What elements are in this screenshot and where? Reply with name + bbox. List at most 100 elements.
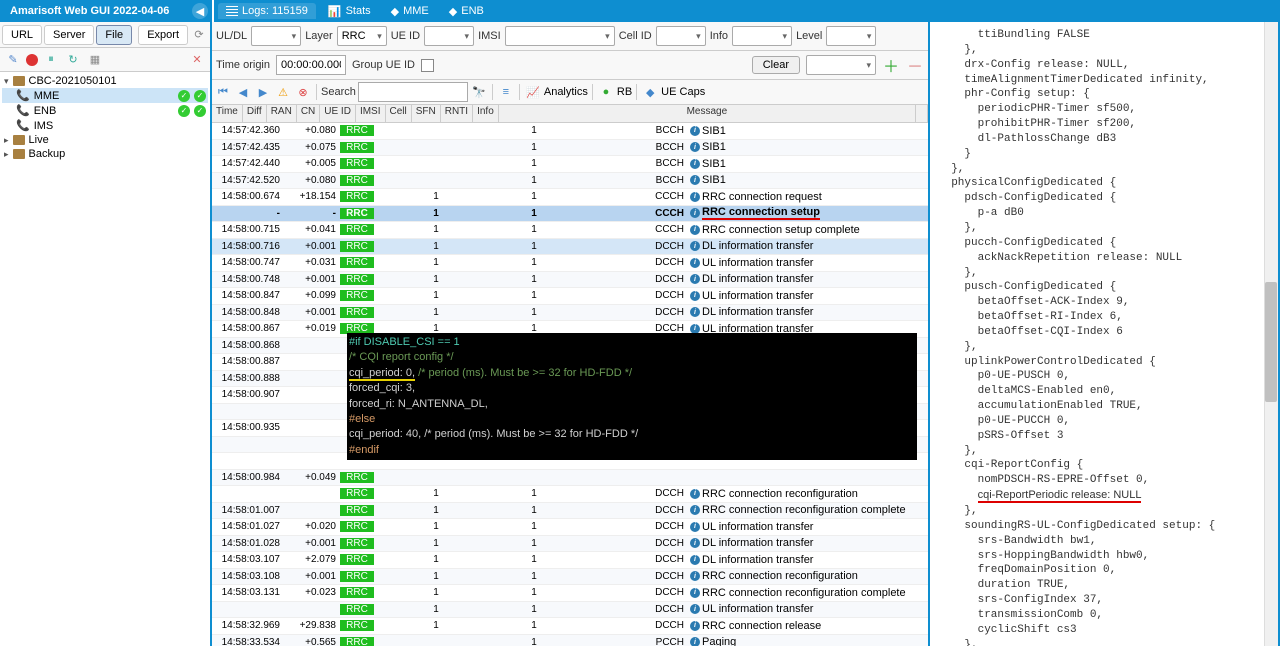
list-icon bbox=[226, 6, 238, 16]
collapse-sidebar-icon[interactable]: ◀ bbox=[192, 3, 208, 19]
col-rnti[interactable]: RNTI bbox=[441, 105, 473, 122]
url-button[interactable]: URL bbox=[2, 25, 42, 45]
add-icon[interactable]: ＋ bbox=[882, 56, 900, 74]
record-icon[interactable] bbox=[26, 54, 38, 66]
table-row[interactable]: 14:58:00.848+0.001RRC11DCCHiDL informati… bbox=[212, 305, 928, 322]
cell-ueid: 1 bbox=[414, 290, 458, 301]
close-icon[interactable]: ✕ bbox=[188, 51, 206, 69]
table-row[interactable]: 14:58:00.984+0.049RRC bbox=[212, 470, 928, 487]
col-cn[interactable]: CN bbox=[297, 105, 320, 122]
node-icon: ◆ bbox=[449, 5, 457, 18]
remove-icon[interactable]: － bbox=[906, 56, 924, 74]
table-row[interactable]: 14:58:03.107+2.079RRC11DCCHiDL informati… bbox=[212, 552, 928, 569]
search-input[interactable] bbox=[358, 82, 468, 102]
chart-icon: 📊 bbox=[328, 5, 342, 18]
error-icon[interactable]: ⊗ bbox=[294, 83, 312, 101]
cell-time: 14:58:00.935 bbox=[212, 422, 284, 433]
scrollbar[interactable] bbox=[1264, 22, 1278, 646]
file-tree: ▾ CBC-2021050101 📞 MME ✓ ✓ 📞 ENB ✓ ✓ 📞 I… bbox=[0, 72, 210, 646]
export-button[interactable]: Export bbox=[138, 25, 188, 45]
file-button[interactable]: File bbox=[96, 25, 132, 45]
ueid-select[interactable] bbox=[424, 26, 474, 46]
table-row[interactable]: 14:58:00.674+18.154RRC11CCCHiRRC connect… bbox=[212, 189, 928, 206]
table-row[interactable]: 14:57:42.435+0.075RRC1BCCHiSIB1 bbox=[212, 140, 928, 157]
cell-info: CCCH bbox=[636, 191, 688, 202]
scrollbar-thumb[interactable] bbox=[1265, 282, 1277, 402]
tree-backup[interactable]: ▸ Backup bbox=[2, 147, 208, 161]
table-row[interactable]: 14:58:33.534+0.565RRC1PCCHiPaging bbox=[212, 635, 928, 646]
table-row[interactable]: 14:58:03.131+0.023RRC11DCCHiRRC connecti… bbox=[212, 585, 928, 602]
cell-ran: RRC bbox=[340, 307, 374, 318]
pause-icon[interactable]: ⏸ bbox=[42, 51, 60, 69]
table-row[interactable]: 14:58:00.847+0.099RRC11DCCHiUL informati… bbox=[212, 288, 928, 305]
table-row[interactable]: 14:57:42.520+0.080RRC1BCCHiSIB1 bbox=[212, 173, 928, 190]
imsi-select[interactable] bbox=[505, 26, 615, 46]
grid-icon[interactable]: ▦ bbox=[86, 51, 104, 69]
table-row[interactable]: 14:58:01.007RRC11DCCHiRRC connection rec… bbox=[212, 503, 928, 520]
cell-diff: +0.001 bbox=[284, 571, 340, 582]
separator bbox=[592, 84, 593, 100]
time-origin-input[interactable] bbox=[276, 55, 346, 75]
col-message[interactable]: Message bbox=[499, 105, 916, 122]
filter-bar: UL/DL Layer RRC UE ID IMSI Cell ID Info … bbox=[212, 22, 928, 51]
table-row[interactable]: 14:58:00.715+0.041RRC11CCCHiRRC connecti… bbox=[212, 222, 928, 239]
col-imsi[interactable]: IMSI bbox=[356, 105, 386, 122]
tree-item-ims[interactable]: 📞 IMS bbox=[2, 118, 208, 133]
col-info[interactable]: Info bbox=[473, 105, 499, 122]
col-ran[interactable]: RAN bbox=[267, 105, 297, 122]
col-ueid[interactable]: UE ID bbox=[320, 105, 356, 122]
next-icon[interactable]: ▶ bbox=[254, 83, 272, 101]
uecaps-label[interactable]: UE Caps bbox=[661, 86, 705, 98]
msg-text: DL information transfer bbox=[702, 554, 813, 566]
table-row[interactable]: 14:58:32.969+29.838RRC11DCCHiRRC connect… bbox=[212, 618, 928, 635]
analytics-label[interactable]: Analytics bbox=[544, 86, 588, 98]
group-ue-checkbox[interactable] bbox=[421, 59, 434, 72]
tab-logs[interactable]: Logs: 115159 bbox=[218, 3, 316, 19]
tree-live[interactable]: ▸ Live bbox=[2, 133, 208, 147]
table-row[interactable]: RRC11DCCHiRRC connection reconfiguration bbox=[212, 486, 928, 503]
table-row[interactable]: 14:58:00.716+0.001RRC11DCCHiDL informati… bbox=[212, 239, 928, 256]
tree-item-enb[interactable]: 📞 ENB ✓ ✓ bbox=[2, 103, 208, 118]
reload-icon[interactable]: ↻ bbox=[64, 51, 82, 69]
tab-enb[interactable]: ◆ ENB bbox=[441, 3, 492, 20]
col-time[interactable]: Time bbox=[212, 105, 243, 122]
tree-item-mme[interactable]: 📞 MME ✓ ✓ bbox=[2, 88, 208, 103]
tab-mme[interactable]: ◆ MME bbox=[383, 3, 437, 20]
table-row[interactable]: --RRC11CCCHiRRC connection setup bbox=[212, 206, 928, 223]
cell-diff: +0.031 bbox=[284, 257, 340, 268]
tree-root[interactable]: ▾ CBC-2021050101 bbox=[2, 74, 208, 88]
binoculars-icon[interactable]: 🔭 bbox=[470, 83, 488, 101]
table-row[interactable]: 14:57:42.440+0.005RRC1BCCHiSIB1 bbox=[212, 156, 928, 173]
table-row[interactable]: RRC11DCCHiUL information transfer bbox=[212, 602, 928, 619]
table-row[interactable]: 14:58:03.108+0.001RRC11DCCHiRRC connecti… bbox=[212, 569, 928, 586]
warning-icon[interactable]: ⚠ bbox=[274, 83, 292, 101]
level-select[interactable] bbox=[826, 26, 876, 46]
info-select[interactable] bbox=[732, 26, 792, 46]
col-diff[interactable]: Diff bbox=[243, 105, 267, 122]
clear-button[interactable]: Clear bbox=[752, 56, 800, 74]
tab-stats[interactable]: 📊 Stats bbox=[320, 3, 379, 20]
table-row[interactable]: 14:58:01.027+0.020RRC11DCCHiUL informati… bbox=[212, 519, 928, 536]
table-row[interactable]: 14:57:42.360+0.080RRC1BCCHiSIB1 bbox=[212, 123, 928, 140]
server-button[interactable]: Server bbox=[44, 25, 94, 45]
layer-select[interactable]: RRC bbox=[337, 26, 387, 46]
col-cell[interactable]: Cell bbox=[386, 105, 412, 122]
wand-icon[interactable]: ✎ bbox=[4, 51, 22, 69]
menu-icon[interactable]: ≡ bbox=[497, 83, 515, 101]
table-row[interactable]: 14:58:00.748+0.001RRC11DCCHiDL informati… bbox=[212, 272, 928, 289]
rb-label[interactable]: RB bbox=[617, 86, 632, 98]
cell-ran: RRC bbox=[340, 290, 374, 301]
info-icon: i bbox=[690, 142, 700, 152]
cell-ran: RRC bbox=[340, 208, 374, 219]
refresh-icon[interactable]: ⟳ bbox=[190, 26, 208, 44]
table-row[interactable]: 14:58:00.747+0.031RRC11DCCHiUL informati… bbox=[212, 255, 928, 272]
col-sfn[interactable]: SFN bbox=[412, 105, 441, 122]
first-icon[interactable]: ⏮ bbox=[214, 83, 232, 101]
uldl-select[interactable] bbox=[251, 26, 301, 46]
prev-icon[interactable]: ◀ bbox=[234, 83, 252, 101]
code-view[interactable]: ttiBundling FALSE }, drx-Config release:… bbox=[930, 22, 1278, 646]
table-row[interactable]: 14:58:01.028+0.001RRC11DCCHiDL informati… bbox=[212, 536, 928, 553]
info-icon: i bbox=[690, 555, 700, 565]
clear-select[interactable] bbox=[806, 55, 876, 75]
cellid-select[interactable] bbox=[656, 26, 706, 46]
